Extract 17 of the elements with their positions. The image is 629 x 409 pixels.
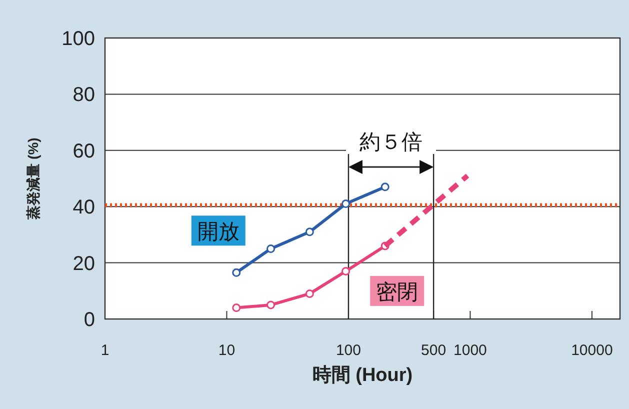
y-tick-label: 80 bbox=[72, 84, 95, 106]
y-tick-label: 40 bbox=[72, 196, 95, 219]
x-tick-label: 500 bbox=[421, 342, 446, 359]
annotation: 約５倍 bbox=[360, 130, 423, 154]
y-tick-label: 100 bbox=[62, 28, 95, 50]
x-tick-label: 1 bbox=[100, 342, 110, 359]
x-tick-label: 100 bbox=[336, 342, 361, 359]
x-tick-label: 1000 bbox=[454, 342, 487, 359]
x-tick-label: 10 bbox=[218, 342, 236, 359]
series-label: 密閉 bbox=[376, 280, 418, 304]
y-tick-label: 0 bbox=[84, 309, 95, 331]
y-tick-label: 20 bbox=[72, 252, 95, 275]
x-axis-title: 時間 (Hour) bbox=[312, 364, 413, 386]
x-tick-label: 10000 bbox=[571, 342, 613, 359]
series-label: 開放 bbox=[197, 220, 240, 244]
y-tick-label: 60 bbox=[72, 140, 95, 162]
y-axis-title: 蒸発減量 (%) bbox=[25, 138, 41, 220]
